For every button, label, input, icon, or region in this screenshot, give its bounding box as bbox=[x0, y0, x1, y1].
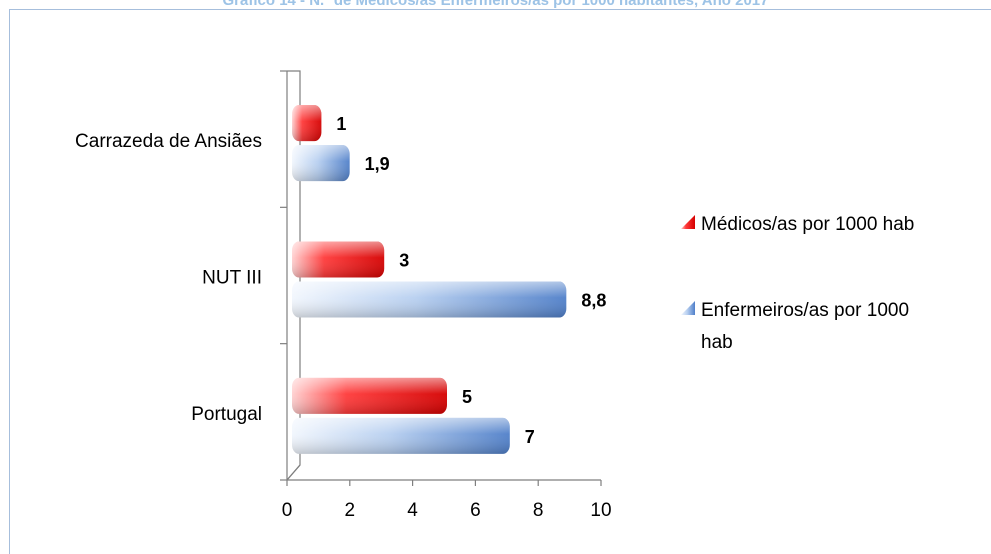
data-label: 3 bbox=[399, 251, 409, 271]
x-tick-label: 10 bbox=[590, 500, 611, 521]
bar-shine bbox=[292, 145, 350, 182]
legend: Médicos/as por 1000 hab Enfermeiros/as po… bbox=[681, 214, 914, 353]
floor-edge bbox=[286, 464, 301, 481]
bar-shine bbox=[292, 281, 567, 318]
data-label: 5 bbox=[462, 387, 472, 407]
bars bbox=[292, 105, 567, 454]
category-label: Portugal bbox=[191, 404, 262, 425]
legend-label: hab bbox=[701, 332, 733, 353]
category-label: Carrazeda de Ansiães bbox=[75, 131, 262, 152]
legend-label: Enfermeiros/as por 1000 bbox=[701, 300, 909, 321]
legend-marker bbox=[681, 301, 695, 315]
bar-shine bbox=[292, 417, 510, 454]
x-tick-label: 4 bbox=[407, 500, 418, 521]
data-label: 8,8 bbox=[581, 291, 606, 311]
legend-marker bbox=[681, 215, 695, 229]
chart-title: Gráfico 14 - N.º de Médicos/as Enfermeir… bbox=[222, 0, 769, 9]
x-tick-label: 6 bbox=[470, 500, 481, 521]
chart-frame bbox=[9, 9, 991, 554]
data-label: 1 bbox=[336, 114, 346, 134]
bar-shine bbox=[292, 241, 385, 278]
bar-shine bbox=[292, 105, 322, 142]
x-tick-label: 8 bbox=[533, 500, 544, 521]
axes: 0 2 4 6 8 10 Carrazeda de Ansiães NUT III Portug… bbox=[75, 70, 612, 521]
legend-label: Médicos/as por 1000 hab bbox=[701, 214, 914, 235]
data-label: 7 bbox=[525, 427, 535, 447]
x-tick-label: 0 bbox=[282, 500, 293, 521]
category-label: NUT III bbox=[202, 268, 262, 289]
x-tick-label: 2 bbox=[345, 500, 356, 521]
data-label: 1,9 bbox=[365, 154, 390, 174]
labels: 1 1,9 3 8,8 5 7 bbox=[336, 114, 606, 447]
bar-shine bbox=[292, 377, 447, 414]
